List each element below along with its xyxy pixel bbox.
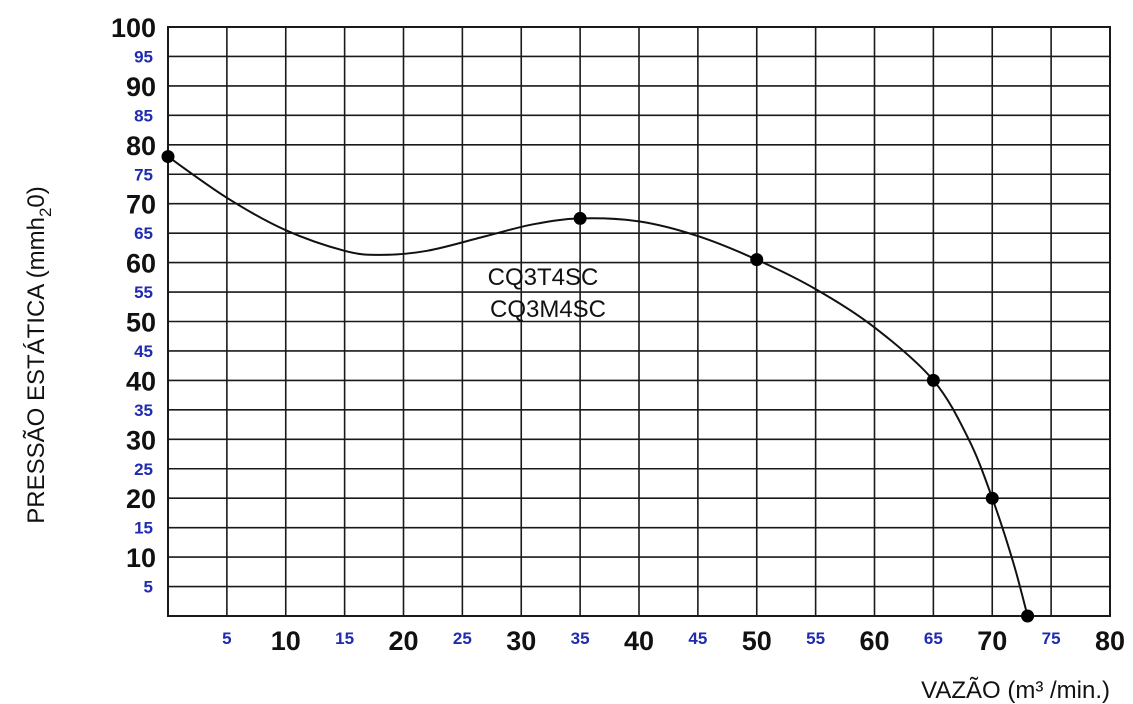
- y-tick-label-75: 75: [134, 165, 153, 184]
- x-tick-label-55: 55: [806, 629, 825, 648]
- x-tick-label-25: 25: [453, 629, 472, 648]
- y-tick-label-100: 100: [111, 13, 156, 43]
- data-point-1: [573, 211, 587, 225]
- y-axis-title-subscript: 2: [36, 208, 55, 217]
- x-tick-label-35: 35: [571, 629, 590, 648]
- y-tick-label-85: 85: [134, 106, 153, 125]
- x-tick-label-70: 70: [977, 626, 1007, 656]
- y-tick-label-80: 80: [126, 131, 156, 161]
- y-tick-label-60: 60: [126, 249, 156, 279]
- x-axis-title: VAZÃO (m³ /min.): [921, 677, 1110, 704]
- series-label-cq3t4sc: CQ3T4SC: [488, 264, 599, 291]
- data-point-2: [750, 253, 764, 267]
- y-axis-title-end: 0): [23, 186, 50, 207]
- x-tick-label-15: 15: [335, 629, 354, 648]
- plot-frame: [167, 26, 1111, 617]
- x-tick-labels: 5 10 15 20 25 30 35 40 45 50 55 60 65 70 75 80: [222, 626, 1125, 656]
- y-tick-label-65: 65: [134, 224, 153, 243]
- grid: [168, 26, 1111, 616]
- y-tick-label-90: 90: [126, 72, 156, 102]
- data-point-0: [161, 150, 175, 164]
- x-tick-label-65: 65: [924, 629, 943, 648]
- y-tick-label-30: 30: [126, 425, 156, 455]
- x-tick-label-40: 40: [624, 626, 654, 656]
- y-tick-label-95: 95: [134, 47, 153, 66]
- y-tick-label-20: 20: [126, 484, 156, 514]
- x-tick-label-75: 75: [1042, 629, 1061, 648]
- x-tick-label-80: 80: [1095, 626, 1125, 656]
- y-axis-title: PRESSÃO ESTÁTICA (mmh20): [23, 186, 55, 524]
- y-tick-label-15: 15: [134, 519, 153, 538]
- x-tick-label-20: 20: [388, 626, 418, 656]
- y-tick-label-10: 10: [126, 543, 156, 573]
- y-tick-label-35: 35: [134, 401, 153, 420]
- series-label-cq3m4sc: CQ3M4SC: [490, 296, 606, 323]
- y-tick-label-70: 70: [126, 190, 156, 220]
- x-tick-label-45: 45: [688, 629, 707, 648]
- y-tick-label-25: 25: [134, 460, 153, 479]
- x-tick-label-60: 60: [859, 626, 889, 656]
- x-tick-label-30: 30: [506, 626, 536, 656]
- x-tick-label-10: 10: [271, 626, 301, 656]
- data-point-4: [985, 491, 999, 505]
- y-tick-label-40: 40: [126, 366, 156, 396]
- y-tick-label-55: 55: [134, 283, 153, 302]
- y-axis-title-main: PRESSÃO ESTÁTICA (mmh: [23, 217, 50, 524]
- x-tick-label-5: 5: [222, 629, 231, 648]
- data-point-3: [926, 373, 940, 387]
- data-point-5: [1021, 609, 1035, 623]
- y-tick-label-5: 5: [144, 578, 153, 597]
- data-points: [161, 150, 1035, 623]
- series-curve: [167, 155, 1029, 617]
- y-tick-label-45: 45: [134, 342, 153, 361]
- y-tick-label-50: 50: [126, 308, 156, 338]
- y-tick-labels: 5 10 15 20 25 30 35 40 45 50 55 60 65 70 75 80 85 90 95 100: [111, 13, 156, 597]
- x-tick-label-50: 50: [742, 626, 772, 656]
